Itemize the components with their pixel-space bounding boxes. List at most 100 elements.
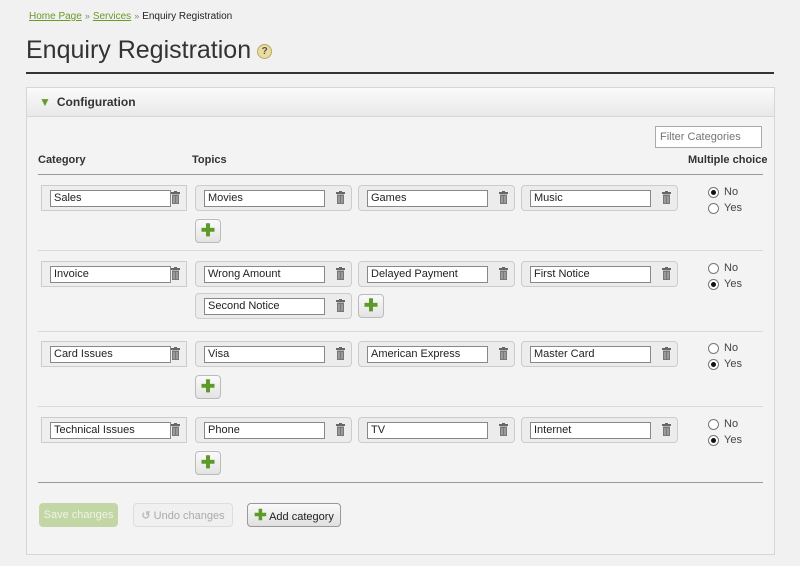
panel-header[interactable]: ▼ Configuration bbox=[27, 88, 774, 117]
topic-name-input[interactable]: First Notice bbox=[530, 266, 651, 283]
topic-name-input[interactable]: Second Notice bbox=[204, 298, 325, 315]
topic-item: American Express bbox=[358, 341, 515, 367]
radio-yes[interactable]: Yes bbox=[708, 200, 742, 216]
trash-icon[interactable] bbox=[336, 191, 345, 204]
topic-name-input[interactable]: TV bbox=[367, 422, 488, 439]
category-item: Technical Issues bbox=[41, 417, 187, 443]
row-divider bbox=[38, 331, 763, 332]
undo-icon: ↺ bbox=[141, 510, 151, 522]
breadcrumb-home[interactable]: Home Page bbox=[29, 11, 82, 22]
trash-icon[interactable] bbox=[499, 267, 508, 280]
topic-item: Phone bbox=[195, 417, 352, 443]
topic-item: Internet bbox=[521, 417, 678, 443]
topic-item: TV bbox=[358, 417, 515, 443]
radio-yes[interactable]: Yes bbox=[708, 356, 742, 372]
topic-item: First Notice bbox=[521, 261, 678, 287]
multiple-choice-radio-group: No Yes bbox=[708, 260, 742, 292]
radio-label: Yes bbox=[724, 278, 742, 290]
header-divider bbox=[38, 174, 763, 175]
topic-name-input[interactable]: Delayed Payment bbox=[367, 266, 488, 283]
trash-icon[interactable] bbox=[171, 347, 180, 360]
radio-button[interactable] bbox=[708, 418, 719, 430]
trash-icon[interactable] bbox=[171, 267, 180, 280]
topic-name-input[interactable]: Music bbox=[530, 190, 651, 207]
plus-icon: ✚ bbox=[200, 221, 216, 240]
help-icon[interactable]: ? bbox=[257, 43, 273, 59]
trash-icon[interactable] bbox=[662, 423, 671, 436]
trash-icon[interactable] bbox=[336, 267, 345, 280]
trash-icon[interactable] bbox=[499, 191, 508, 204]
radio-button[interactable] bbox=[708, 358, 719, 370]
category-item: Invoice bbox=[41, 261, 187, 287]
topic-name-input[interactable]: Movies bbox=[204, 190, 325, 207]
topic-item: Master Card bbox=[521, 341, 678, 367]
radio-label: No bbox=[724, 418, 739, 430]
plus-icon: ✚ bbox=[363, 296, 379, 315]
plus-icon: ✚ bbox=[200, 377, 216, 396]
radio-button[interactable] bbox=[708, 202, 719, 214]
radio-label: Yes bbox=[724, 358, 742, 370]
topic-item: Movies bbox=[195, 185, 352, 211]
save-changes-button[interactable]: Save changes bbox=[39, 503, 118, 527]
breadcrumb-services[interactable]: Services bbox=[92, 11, 132, 22]
header-category: Category bbox=[38, 154, 86, 166]
trash-icon[interactable] bbox=[336, 423, 345, 436]
category-name-input[interactable]: Technical Issues bbox=[50, 422, 171, 439]
radio-label: No bbox=[724, 186, 739, 198]
add-category-label: Add category bbox=[269, 511, 334, 523]
page-title-text: Enquiry Registration bbox=[26, 36, 252, 64]
category-name-input[interactable]: Invoice bbox=[50, 266, 171, 283]
trash-icon[interactable] bbox=[662, 191, 671, 204]
breadcrumb-separator: » bbox=[84, 11, 90, 21]
radio-no[interactable]: No bbox=[708, 184, 742, 200]
topic-item: Wrong Amount bbox=[195, 261, 352, 287]
radio-button[interactable] bbox=[708, 278, 719, 290]
topic-name-input[interactable]: Internet bbox=[530, 422, 651, 439]
radio-no[interactable]: No bbox=[708, 416, 742, 432]
radio-no[interactable]: No bbox=[708, 260, 742, 276]
radio-label: No bbox=[724, 342, 739, 354]
topic-name-input[interactable]: Master Card bbox=[530, 346, 651, 363]
trash-icon[interactable] bbox=[662, 347, 671, 360]
trash-icon[interactable] bbox=[662, 267, 671, 280]
undo-changes-button[interactable]: ↺ Undo changes bbox=[133, 503, 233, 527]
trash-icon[interactable] bbox=[171, 191, 180, 204]
panel-title: Configuration bbox=[56, 95, 136, 109]
radio-no[interactable]: No bbox=[708, 340, 742, 356]
topic-item: Games bbox=[358, 185, 515, 211]
topic-item: Second Notice bbox=[195, 293, 352, 319]
category-name-input[interactable]: Card Issues bbox=[50, 346, 171, 363]
trash-icon[interactable] bbox=[499, 423, 508, 436]
radio-button[interactable] bbox=[708, 186, 719, 198]
trash-icon[interactable] bbox=[499, 347, 508, 360]
topic-name-input[interactable]: Games bbox=[367, 190, 488, 207]
trash-icon[interactable] bbox=[336, 347, 345, 360]
topic-name-input[interactable]: American Express bbox=[367, 346, 488, 363]
add-topic-button[interactable]: ✚ bbox=[195, 451, 221, 475]
filter-categories-input[interactable] bbox=[655, 126, 762, 148]
radio-button[interactable] bbox=[708, 342, 719, 354]
multiple-choice-radio-group: No Yes bbox=[708, 340, 742, 372]
page-title: Enquiry Registration? bbox=[26, 36, 273, 65]
radio-button[interactable] bbox=[708, 262, 719, 274]
header-topics: Topics bbox=[192, 154, 227, 166]
radio-label: No bbox=[724, 262, 739, 274]
add-topic-button[interactable]: ✚ bbox=[358, 294, 384, 318]
topic-item: Visa bbox=[195, 341, 352, 367]
radio-yes[interactable]: Yes bbox=[708, 276, 742, 292]
add-topic-button[interactable]: ✚ bbox=[195, 219, 221, 243]
collapse-triangle-icon[interactable]: ▼ bbox=[39, 95, 51, 109]
radio-button[interactable] bbox=[708, 434, 719, 446]
topic-name-input[interactable]: Phone bbox=[204, 422, 325, 439]
trash-icon[interactable] bbox=[336, 299, 345, 312]
category-item: Sales bbox=[41, 185, 187, 211]
row-divider bbox=[38, 250, 763, 251]
add-topic-button[interactable]: ✚ bbox=[195, 375, 221, 399]
multiple-choice-radio-group: No Yes bbox=[708, 416, 742, 448]
add-category-button[interactable]: ✚ Add category bbox=[247, 503, 341, 527]
trash-icon[interactable] bbox=[171, 423, 180, 436]
topic-name-input[interactable]: Wrong Amount bbox=[204, 266, 325, 283]
topic-name-input[interactable]: Visa bbox=[204, 346, 325, 363]
radio-yes[interactable]: Yes bbox=[708, 432, 742, 448]
category-name-input[interactable]: Sales bbox=[50, 190, 171, 207]
